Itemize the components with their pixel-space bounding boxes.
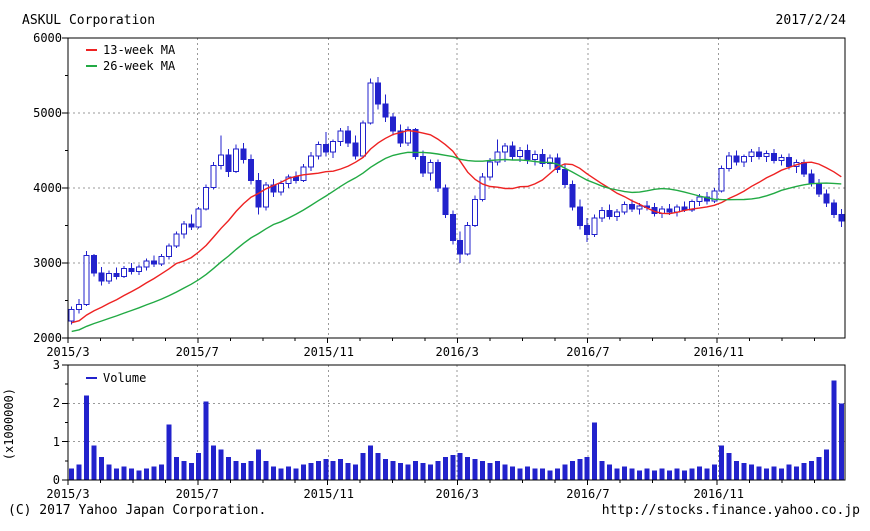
- volume-axis-unit-label: (x1000000): [2, 388, 16, 461]
- volume-legend-label: Volume: [103, 371, 147, 385]
- legend-item-ma26: 26-week MA: [86, 58, 175, 74]
- price-xtick-label: 2015/3: [46, 345, 90, 359]
- price-xtick-label: 2015/7: [175, 345, 219, 359]
- ma13-line-swatch: [86, 49, 97, 51]
- ma26-line-swatch: [86, 65, 97, 67]
- volume-xtick-label: 2015/3: [46, 487, 90, 501]
- volume-ytick-label: 0: [52, 473, 60, 487]
- volume-xtick-label: 2015/7: [175, 487, 219, 501]
- price-xtick-label: 2016/11: [693, 345, 745, 359]
- price-ytick-label: 3000: [33, 256, 62, 270]
- page-title: ASKUL Corporation: [22, 13, 156, 28]
- price-ytick-label: 2000: [33, 331, 62, 345]
- legend-item-ma13: 13-week MA: [86, 42, 175, 58]
- price-ytick-label: 6000: [33, 31, 62, 45]
- price-ytick-label: 5000: [33, 106, 62, 120]
- quote-date: 2017/2/24: [775, 13, 846, 28]
- price-legend: 13-week MA 26-week MA: [86, 42, 175, 74]
- source-url: http://stocks.finance.yahoo.co.jp: [601, 503, 860, 518]
- ma13-legend-label: 13-week MA: [103, 43, 176, 57]
- volume-xtick-label: 2016/3: [435, 487, 479, 501]
- volume-xtick-label: 2016/11: [693, 487, 745, 501]
- ma26-legend-label: 26-week MA: [103, 59, 176, 73]
- volume-xtick-label: 2015/11: [303, 487, 355, 501]
- volume-legend: Volume: [86, 370, 146, 386]
- price-xtick-label: 2016/3: [435, 345, 479, 359]
- copyright-text: (C) 2017 Yahoo Japan Corporation.: [8, 503, 267, 518]
- legend-item-volume: Volume: [86, 370, 146, 386]
- volume-xtick-label: 2016/7: [566, 487, 610, 501]
- volume-bar-swatch: [86, 377, 97, 379]
- price-ytick-label: 4000: [33, 181, 62, 195]
- price-xtick-label: 2016/7: [566, 345, 610, 359]
- volume-ytick-label: 1: [52, 434, 60, 449]
- volume-ytick-label: 2: [52, 396, 60, 411]
- price-xtick-label: 2015/11: [303, 345, 355, 359]
- volume-ytick-label: 3: [52, 358, 60, 372]
